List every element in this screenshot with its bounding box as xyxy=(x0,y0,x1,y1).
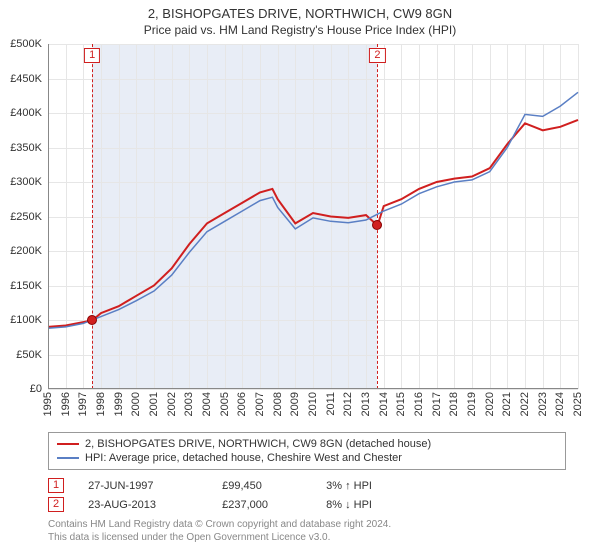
y-tick-label: £450K xyxy=(0,73,42,85)
x-tick-label: 2000 xyxy=(130,392,142,416)
x-tick-label: 2016 xyxy=(413,392,425,416)
event-price-1: £99,450 xyxy=(222,480,302,492)
x-tick-label: 2009 xyxy=(289,392,301,416)
footer-line-2: This data is licensed under the Open Gov… xyxy=(48,531,568,544)
event-line-1 xyxy=(92,44,93,389)
chart-plot-area: 12 £0£50K£100K£150K£200K£250K£300K£350K£… xyxy=(48,44,578,389)
x-tick-label: 1997 xyxy=(77,392,89,416)
event-date-2: 23-AUG-2013 xyxy=(88,499,198,511)
x-tick-label: 2002 xyxy=(166,392,178,416)
y-tick-label: £200K xyxy=(0,245,42,257)
chart-subtitle: Price paid vs. HM Land Registry's House … xyxy=(0,21,600,41)
x-tick-label: 1999 xyxy=(113,392,125,416)
event-price-2: £237,000 xyxy=(222,499,302,511)
event-table: 1 27-JUN-1997 £99,450 3% ↑ HPI 2 23-AUG-… xyxy=(48,476,548,514)
event-flag-2: 2 xyxy=(369,48,385,63)
y-tick-label: £350K xyxy=(0,142,42,154)
event-line-2 xyxy=(377,44,378,389)
x-tick-label: 2018 xyxy=(448,392,460,416)
event-badge-1: 1 xyxy=(48,478,64,493)
x-tick-label: 1996 xyxy=(60,392,72,416)
event-marker-1 xyxy=(87,315,97,325)
legend-label-hpi: HPI: Average price, detached house, Ches… xyxy=(85,452,402,464)
x-tick-label: 2012 xyxy=(342,392,354,416)
x-tick-label: 1998 xyxy=(95,392,107,416)
x-tick-label: 2023 xyxy=(537,392,549,416)
x-tick-label: 2024 xyxy=(554,392,566,416)
x-tick-label: 2006 xyxy=(236,392,248,416)
x-tick-label: 2005 xyxy=(219,392,231,416)
event-row-2: 2 23-AUG-2013 £237,000 8% ↓ HPI xyxy=(48,495,548,514)
x-tick-label: 2021 xyxy=(501,392,513,416)
legend-swatch-property xyxy=(57,443,79,445)
series-property xyxy=(48,120,578,327)
event-row-1: 1 27-JUN-1997 £99,450 3% ↑ HPI xyxy=(48,476,548,495)
x-tick-label: 2020 xyxy=(484,392,496,416)
gridline-h xyxy=(48,389,578,390)
legend-item-property: 2, BISHOPGATES DRIVE, NORTHWICH, CW9 8GN… xyxy=(57,437,557,451)
event-delta-2: 8% ↓ HPI xyxy=(326,499,372,511)
x-tick-label: 2007 xyxy=(254,392,266,416)
line-chart-svg xyxy=(48,44,578,389)
chart-title: 2, BISHOPGATES DRIVE, NORTHWICH, CW9 8GN xyxy=(0,0,600,21)
x-tick-label: 2019 xyxy=(466,392,478,416)
x-tick-label: 1995 xyxy=(42,392,54,416)
legend-item-hpi: HPI: Average price, detached house, Ches… xyxy=(57,451,557,465)
x-tick-label: 2008 xyxy=(272,392,284,416)
legend-swatch-hpi xyxy=(57,457,79,459)
event-delta-1: 3% ↑ HPI xyxy=(326,480,372,492)
y-tick-label: £500K xyxy=(0,38,42,50)
series-hpi xyxy=(48,92,578,328)
x-tick-label: 2011 xyxy=(325,392,337,416)
y-tick-label: £0 xyxy=(0,383,42,395)
y-tick-label: £100K xyxy=(0,314,42,326)
y-tick-label: £50K xyxy=(0,349,42,361)
x-tick-label: 2013 xyxy=(360,392,372,416)
x-tick-label: 2010 xyxy=(307,392,319,416)
event-flag-1: 1 xyxy=(84,48,100,63)
x-tick-label: 2017 xyxy=(431,392,443,416)
y-tick-label: £300K xyxy=(0,176,42,188)
legend-box: 2, BISHOPGATES DRIVE, NORTHWICH, CW9 8GN… xyxy=(48,432,566,470)
event-marker-2 xyxy=(372,220,382,230)
footer-line-1: Contains HM Land Registry data © Crown c… xyxy=(48,518,568,531)
x-tick-label: 2004 xyxy=(201,392,213,416)
y-tick-label: £250K xyxy=(0,211,42,223)
x-tick-label: 2015 xyxy=(395,392,407,416)
x-tick-label: 2025 xyxy=(572,392,584,416)
event-date-1: 27-JUN-1997 xyxy=(88,480,198,492)
x-tick-label: 2022 xyxy=(519,392,531,416)
x-tick-label: 2003 xyxy=(183,392,195,416)
y-tick-label: £150K xyxy=(0,280,42,292)
event-badge-2: 2 xyxy=(48,497,64,512)
legend-label-property: 2, BISHOPGATES DRIVE, NORTHWICH, CW9 8GN… xyxy=(85,438,431,450)
x-tick-label: 2001 xyxy=(148,392,160,416)
x-tick-label: 2014 xyxy=(378,392,390,416)
y-tick-label: £400K xyxy=(0,107,42,119)
gridline-v xyxy=(578,44,579,389)
footer-attribution: Contains HM Land Registry data © Crown c… xyxy=(48,518,568,544)
